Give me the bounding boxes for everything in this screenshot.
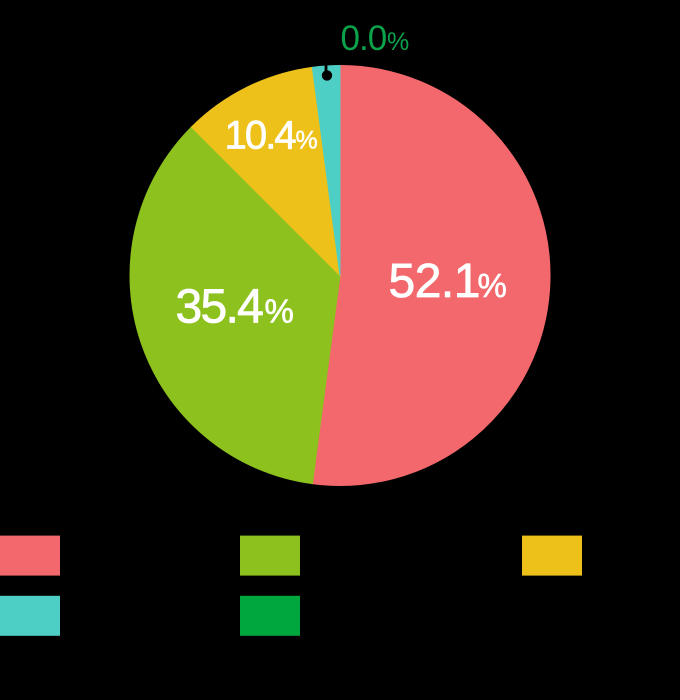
- svg-text:%: %: [387, 28, 409, 56]
- svg-text:%: %: [265, 292, 294, 329]
- svg-text:52.1: 52.1: [389, 255, 480, 308]
- svg-text:35.4: 35.4: [176, 280, 264, 333]
- svg-text:0.0: 0.0: [341, 19, 387, 58]
- svg-text:%: %: [478, 267, 507, 304]
- svg-text:10.4: 10.4: [225, 114, 297, 158]
- svg-text:%: %: [296, 127, 318, 155]
